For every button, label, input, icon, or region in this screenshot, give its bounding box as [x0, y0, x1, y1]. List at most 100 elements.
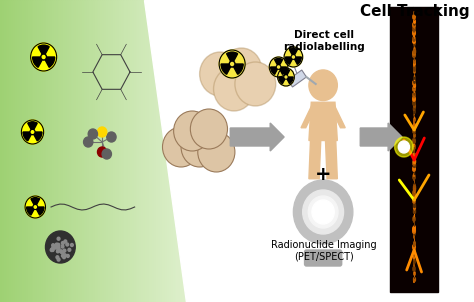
Polygon shape: [26, 0, 28, 302]
Circle shape: [285, 76, 287, 78]
Polygon shape: [164, 0, 165, 302]
Circle shape: [163, 127, 200, 167]
Polygon shape: [0, 232, 198, 236]
Circle shape: [312, 200, 334, 224]
Polygon shape: [115, 0, 117, 302]
Circle shape: [221, 48, 262, 92]
Polygon shape: [0, 252, 200, 257]
Polygon shape: [132, 0, 134, 302]
Polygon shape: [13, 0, 15, 302]
Polygon shape: [124, 0, 126, 302]
Circle shape: [292, 56, 294, 58]
Circle shape: [107, 132, 116, 142]
Polygon shape: [184, 0, 186, 302]
Polygon shape: [0, 121, 188, 126]
Polygon shape: [150, 0, 152, 302]
Polygon shape: [0, 277, 202, 282]
Circle shape: [64, 240, 67, 243]
Polygon shape: [0, 242, 199, 247]
Polygon shape: [119, 0, 121, 302]
Polygon shape: [0, 70, 183, 76]
Circle shape: [34, 206, 36, 208]
Circle shape: [31, 43, 56, 71]
Text: Radionuclide Imaging
(PET/SPECT): Radionuclide Imaging (PET/SPECT): [271, 240, 377, 262]
Polygon shape: [37, 0, 39, 302]
Circle shape: [98, 147, 107, 157]
Circle shape: [25, 196, 46, 218]
Polygon shape: [0, 131, 189, 136]
Circle shape: [56, 250, 59, 253]
Circle shape: [278, 68, 294, 86]
Polygon shape: [0, 146, 191, 151]
Polygon shape: [102, 0, 104, 302]
Wedge shape: [34, 132, 42, 141]
FancyBboxPatch shape: [305, 250, 342, 266]
Polygon shape: [73, 0, 74, 302]
Circle shape: [52, 246, 55, 249]
Circle shape: [31, 131, 34, 133]
Polygon shape: [0, 161, 192, 166]
Circle shape: [57, 247, 60, 250]
Polygon shape: [0, 206, 196, 211]
Polygon shape: [0, 151, 191, 156]
Wedge shape: [31, 198, 40, 205]
Circle shape: [54, 246, 56, 249]
Polygon shape: [28, 0, 30, 302]
Polygon shape: [162, 0, 164, 302]
Polygon shape: [35, 0, 37, 302]
Circle shape: [30, 129, 35, 135]
Polygon shape: [0, 40, 181, 45]
Polygon shape: [0, 176, 193, 181]
Circle shape: [66, 243, 69, 246]
Polygon shape: [0, 282, 203, 287]
Wedge shape: [283, 69, 290, 75]
Polygon shape: [0, 126, 189, 131]
Polygon shape: [174, 0, 176, 302]
Circle shape: [102, 149, 111, 159]
Circle shape: [200, 52, 240, 96]
Polygon shape: [0, 35, 180, 40]
Polygon shape: [134, 0, 136, 302]
Polygon shape: [123, 0, 124, 302]
Text: +: +: [315, 165, 331, 184]
Circle shape: [98, 127, 107, 137]
Polygon shape: [80, 0, 82, 302]
Polygon shape: [69, 0, 71, 302]
Polygon shape: [0, 50, 182, 55]
Polygon shape: [45, 0, 46, 302]
Polygon shape: [121, 0, 123, 302]
Circle shape: [33, 204, 37, 209]
Polygon shape: [176, 0, 178, 302]
Polygon shape: [34, 0, 35, 302]
Wedge shape: [33, 57, 42, 67]
Polygon shape: [0, 20, 179, 25]
Circle shape: [303, 190, 344, 234]
Circle shape: [41, 54, 46, 60]
Circle shape: [235, 62, 276, 106]
Wedge shape: [285, 57, 292, 64]
Polygon shape: [9, 0, 11, 302]
Circle shape: [398, 141, 410, 153]
Circle shape: [62, 251, 64, 254]
Circle shape: [51, 249, 54, 252]
Polygon shape: [74, 0, 76, 302]
Polygon shape: [0, 15, 178, 20]
Wedge shape: [294, 57, 301, 64]
Polygon shape: [83, 0, 85, 302]
Polygon shape: [67, 0, 69, 302]
Wedge shape: [287, 77, 293, 84]
Polygon shape: [301, 107, 315, 128]
Polygon shape: [152, 0, 154, 302]
Circle shape: [50, 249, 53, 252]
Polygon shape: [108, 0, 109, 302]
Circle shape: [21, 120, 44, 144]
Polygon shape: [0, 196, 195, 201]
Polygon shape: [0, 166, 192, 171]
Polygon shape: [326, 140, 337, 179]
Circle shape: [191, 109, 228, 149]
Polygon shape: [0, 25, 179, 30]
Polygon shape: [145, 0, 147, 302]
Polygon shape: [0, 85, 185, 91]
Circle shape: [88, 129, 98, 139]
Polygon shape: [0, 10, 178, 15]
